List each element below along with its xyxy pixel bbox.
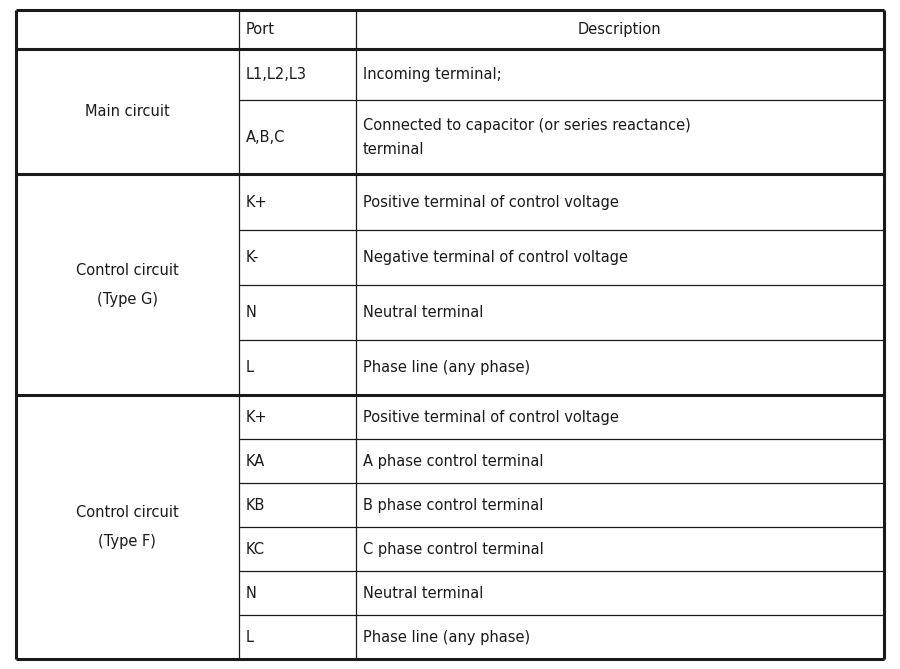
Text: Negative terminal of control voltage: Negative terminal of control voltage [363, 250, 627, 265]
Text: N: N [246, 585, 256, 601]
Text: Connected to capacitor (or series reactance): Connected to capacitor (or series reacta… [363, 118, 690, 132]
Text: N: N [246, 305, 256, 320]
Text: KA: KA [246, 454, 265, 469]
Text: (Type G): (Type G) [97, 292, 158, 307]
Text: A,B,C: A,B,C [246, 130, 285, 145]
Text: K+: K+ [246, 195, 267, 209]
Text: Positive terminal of control voltage: Positive terminal of control voltage [363, 195, 618, 209]
Text: C phase control terminal: C phase control terminal [363, 542, 544, 557]
Text: K-: K- [246, 250, 259, 265]
Text: KC: KC [246, 542, 265, 557]
Text: Control circuit: Control circuit [76, 505, 179, 520]
Text: terminal: terminal [363, 142, 424, 157]
Text: Neutral terminal: Neutral terminal [363, 585, 483, 601]
Text: L: L [246, 630, 254, 644]
Text: Positive terminal of control voltage: Positive terminal of control voltage [363, 410, 618, 425]
Text: Control circuit: Control circuit [76, 263, 179, 278]
Text: Description: Description [578, 22, 662, 37]
Text: L: L [246, 361, 254, 375]
Text: Phase line (any phase): Phase line (any phase) [363, 361, 530, 375]
Text: B phase control terminal: B phase control terminal [363, 498, 543, 512]
Text: Neutral terminal: Neutral terminal [363, 305, 483, 320]
Text: L1,L2,L3: L1,L2,L3 [246, 67, 307, 82]
Text: Phase line (any phase): Phase line (any phase) [363, 630, 530, 644]
Text: Main circuit: Main circuit [85, 104, 170, 119]
Text: A phase control terminal: A phase control terminal [363, 454, 544, 469]
Text: Port: Port [246, 22, 274, 37]
Text: K+: K+ [246, 410, 267, 425]
Text: KB: KB [246, 498, 266, 512]
Text: Incoming terminal;: Incoming terminal; [363, 67, 501, 82]
Text: (Type F): (Type F) [98, 535, 157, 549]
